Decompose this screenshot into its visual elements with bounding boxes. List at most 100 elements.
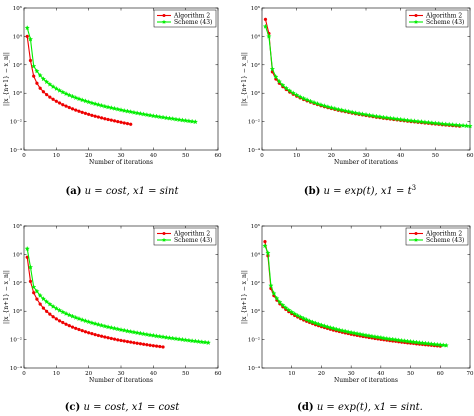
series-line [264,241,441,347]
data-point [359,111,366,117]
data-point [332,105,338,111]
data-point [82,98,88,104]
legend-box [153,227,217,246]
data-point [57,87,63,93]
data-point [111,325,118,331]
x-tick-label: 50 [182,153,189,159]
data-point [124,328,131,334]
data-point [99,322,105,328]
data-point [82,318,88,324]
data-point [405,338,411,344]
caption-d-text: u = exp(t), x1 = sint. [317,402,423,413]
legend-box [405,227,469,246]
caption-d: (d) u = exp(t), x1 = sint. [297,402,423,413]
data-point [154,344,159,348]
x-tick-label: 0 [22,153,26,159]
data-point [93,114,97,118]
data-point [121,107,127,113]
data-point [61,103,65,107]
x-tick-label: 30 [348,371,355,377]
data-point [41,306,46,310]
data-point [411,118,418,124]
data-point [109,336,113,341]
data-point [271,290,277,296]
data-point [116,338,120,342]
legend-swatch-marker [414,232,418,235]
data-point [53,305,59,311]
data-point [422,119,428,125]
data-point [141,111,147,117]
panel-d: 10 20 30 40 50 60 70 10⁻⁴ 10⁻² 10⁰ 10² 10⁴ 10⁶ Number… [241,223,474,384]
series-algorithm-2 [263,239,442,348]
data-point [24,25,30,31]
data-point [151,344,155,348]
y-tick-label: 10⁴ [13,251,23,258]
data-point [366,112,373,118]
data-point [40,296,46,302]
data-point [360,332,366,337]
data-point [394,116,400,122]
series-scheme-43 [24,25,198,125]
data-point [67,324,71,328]
data-point [443,121,449,127]
data-point [48,95,52,99]
x-tick-label: 0 [260,153,264,159]
data-point [157,333,163,339]
data-point [345,329,351,335]
data-point [176,336,182,342]
x-axis-label: Number of iterations [89,377,153,384]
data-point [467,123,473,129]
data-point [434,341,440,347]
data-point [28,279,33,284]
data-point [370,113,376,118]
series-line [264,19,460,127]
x-tick-label: 60 [215,153,222,159]
x-tick-label: 30 [363,153,370,159]
data-point [328,104,334,110]
data-point [50,303,56,309]
data-point [66,92,72,98]
data-point [41,90,46,94]
data-point [90,331,94,336]
legend-swatch-marker [413,19,419,24]
legend-label: Scheme (43) [174,19,212,26]
data-point [202,339,208,345]
x-tick-label: 30 [118,371,125,377]
data-point [436,120,442,126]
series-algorithm-2 [25,34,133,126]
data-point [363,111,369,117]
legend-swatch-marker [414,14,418,17]
data-point [79,97,85,103]
data-point [69,313,76,319]
data-point [131,329,137,335]
y-axis-label: ||x_{n+1} − x_n|| [3,52,10,106]
x-tick-label: 40 [150,153,157,159]
y-axis-label: ||x_{n+1} − x_n|| [3,270,10,324]
data-point [357,331,363,337]
x-tick-label: 20 [318,371,325,377]
data-point [35,297,39,301]
data-point [405,117,411,123]
data-point [53,85,59,91]
data-point [380,114,386,120]
data-point [183,337,189,343]
data-point [44,299,50,304]
data-point [87,331,91,335]
y-axis-label: ||x_{n+1} − x_n|| [241,52,248,106]
data-point [89,320,95,326]
data-point [92,101,98,107]
data-point [274,295,280,301]
data-point [321,323,327,329]
data-point [154,333,160,339]
data-point [307,98,314,104]
legend-label: Algorithm 2 [173,231,210,238]
data-point [61,320,65,325]
data-point [90,113,94,118]
x-axis-label: Number of iterations [334,377,398,384]
data-point [393,337,399,342]
series-scheme-43 [262,243,449,348]
data-point [73,314,79,320]
data-point [128,109,134,114]
data-point [147,332,153,338]
